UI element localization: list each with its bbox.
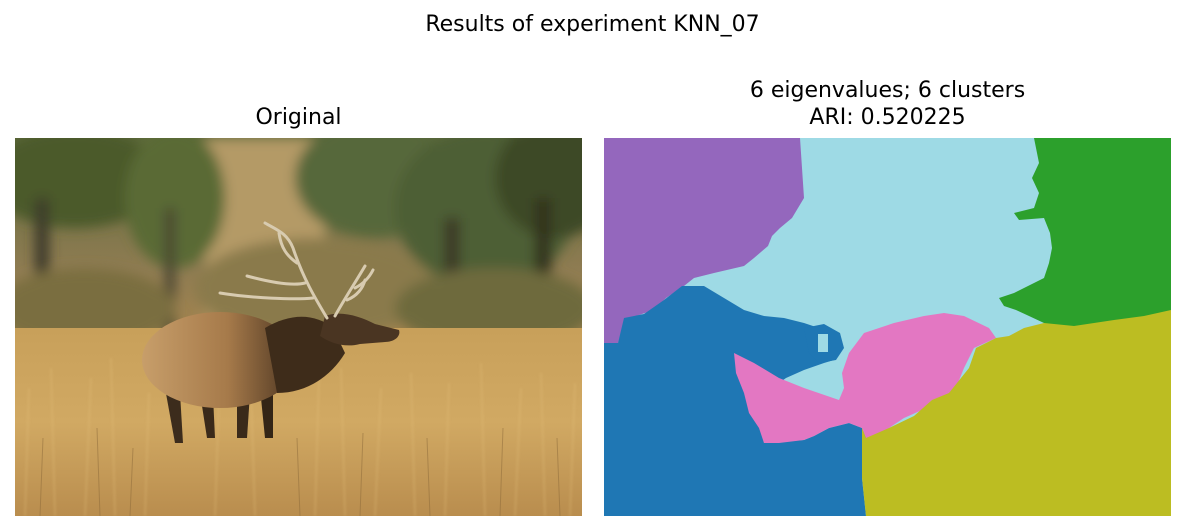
- figure-suptitle: Results of experiment KNN_07: [425, 12, 760, 37]
- cluster-green: [999, 138, 1171, 331]
- original-panel-title: Original: [255, 105, 342, 130]
- elk-photo: [15, 138, 582, 516]
- cluster-blue: [604, 286, 866, 516]
- original-image: [15, 138, 582, 516]
- segmentation-title-line2: ARI: 0.520225: [809, 105, 966, 130]
- segmentation-image: [604, 138, 1171, 516]
- elk: [142, 221, 400, 443]
- segmentation-panel-title: 6 eigenvalues; 6 clusters ARI: 0.520225: [604, 77, 1171, 131]
- cluster-map: [604, 138, 1171, 516]
- segmentation-title-line1: 6 eigenvalues; 6 clusters: [749, 78, 1026, 103]
- cluster-purple: [604, 138, 804, 343]
- cluster-light-blue-speck: [818, 334, 828, 352]
- cluster-pink: [734, 313, 996, 443]
- cluster-olive: [862, 310, 1171, 516]
